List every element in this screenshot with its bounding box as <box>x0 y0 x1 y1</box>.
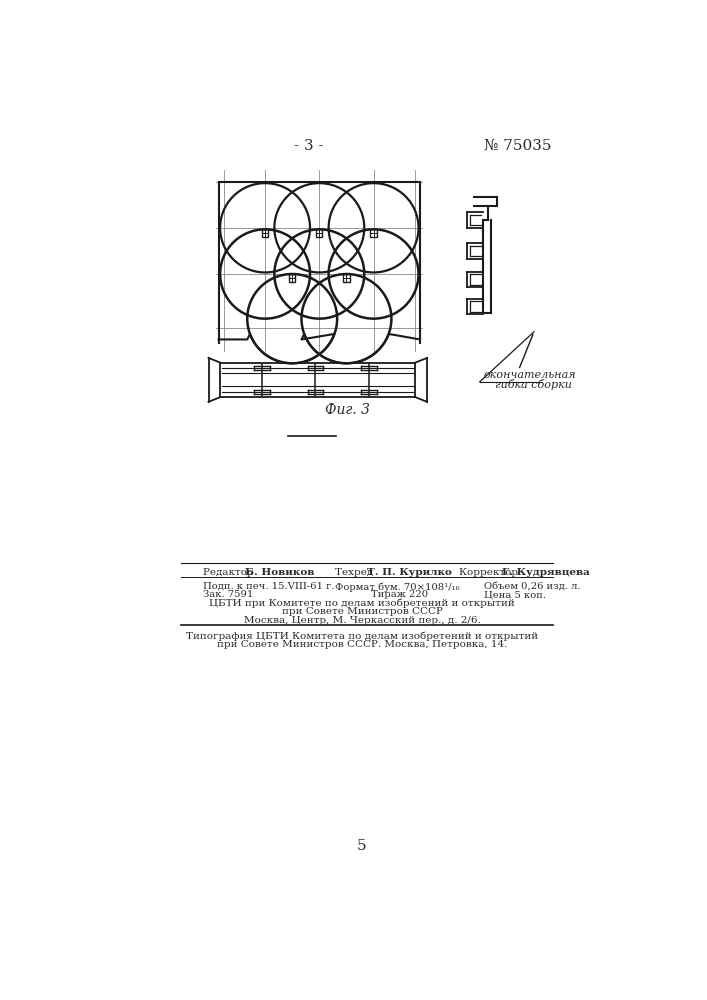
Text: Цена 5 коп.: Цена 5 коп. <box>484 590 546 599</box>
Bar <box>316 229 322 237</box>
Bar <box>262 229 268 237</box>
Text: № 75035: № 75035 <box>484 139 551 153</box>
Text: Техред: Техред <box>335 568 376 577</box>
Bar <box>289 274 296 282</box>
Text: окончательная: окончательная <box>484 370 576 380</box>
Text: Формат бум. 70×108¹/₁₆: Формат бум. 70×108¹/₁₆ <box>335 582 460 591</box>
Text: Объем 0,26 изд. л.: Объем 0,26 изд. л. <box>484 582 580 591</box>
Text: 5: 5 <box>357 839 367 853</box>
Text: Б. Новиков: Б. Новиков <box>245 568 315 577</box>
Text: Г. Кудрявцева: Г. Кудрявцева <box>502 568 590 577</box>
Text: Корректор: Корректор <box>459 568 521 577</box>
Text: Типография ЦБТИ Комитета по делам изобретений и открытий: Типография ЦБТИ Комитета по делам изобре… <box>186 631 538 641</box>
Text: Т. П. Курилко: Т. П. Курилко <box>368 568 452 577</box>
Bar <box>344 274 349 282</box>
Text: Тираж 220: Тираж 220 <box>371 590 428 599</box>
Text: Редактор: Редактор <box>203 568 257 577</box>
Text: - 3 -: - 3 - <box>294 139 324 153</box>
Text: Зак. 7591: Зак. 7591 <box>203 590 253 599</box>
Text: Фиг. 3: Фиг. 3 <box>325 403 370 417</box>
Text: гибка сборки: гибка сборки <box>495 378 572 389</box>
Text: при Совете Министров СССР. Москва, Петровка, 14.: при Совете Министров СССР. Москва, Петро… <box>217 640 507 649</box>
Bar <box>370 229 377 237</box>
Text: ЦБТИ при Комитете по делам изобретений и открытий: ЦБТИ при Комитете по делам изобретений и… <box>209 599 515 608</box>
Text: при Совете Министров СССР: при Совете Министров СССР <box>281 607 443 616</box>
Text: Подп. к печ. 15.VIII-61 г.: Подп. к печ. 15.VIII-61 г. <box>203 582 334 591</box>
Text: Москва, Центр, М. Черкасский пер., д. 2/6.: Москва, Центр, М. Черкасский пер., д. 2/… <box>244 616 480 625</box>
